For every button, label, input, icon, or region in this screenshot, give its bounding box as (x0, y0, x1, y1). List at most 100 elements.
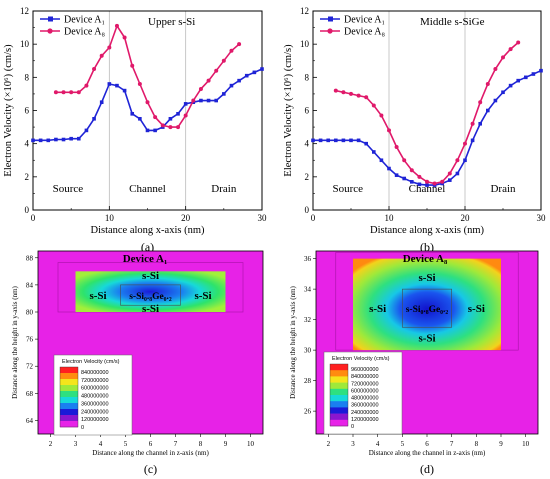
data-point (379, 158, 384, 163)
data-point (341, 90, 346, 95)
x-tick-label: 0 (311, 213, 316, 223)
data-point (432, 181, 437, 186)
x-tick-label: 20 (181, 213, 191, 223)
x-axis-label: Distance along x-axis (nm) (90, 225, 205, 236)
y-tick-label: 32 (304, 316, 312, 324)
y-tick-label: 8 (25, 72, 30, 82)
data-point (46, 138, 51, 143)
series-line-a8 (335, 41, 519, 185)
series-line-a8 (55, 24, 240, 128)
colorbar-value: 360000000 (81, 401, 109, 407)
data-point (508, 83, 513, 88)
data-point (318, 138, 323, 143)
data-point (478, 121, 482, 126)
y-tick-label: 64 (26, 417, 34, 425)
y-tick-label: 68 (26, 390, 34, 398)
colorbar-value: 960000000 (351, 367, 379, 373)
data-point (417, 182, 422, 187)
y-tick-label: 76 (26, 336, 34, 344)
colorbar-swatch (60, 415, 78, 422)
colorbar-title: Electron Velocity (cm/s) (332, 356, 390, 362)
data-point (394, 173, 399, 177)
x-tick-label: 8 (475, 440, 479, 448)
colorbar-swatch (60, 367, 78, 374)
data-point (402, 158, 407, 163)
y-tick-label: 4 (305, 139, 310, 149)
data-point (371, 103, 376, 108)
data-point (311, 138, 315, 143)
data-point (356, 93, 361, 98)
data-point (114, 23, 119, 28)
region-label-core: s-Si₀.₈Ge₀.₂ (406, 305, 449, 315)
data-point (326, 138, 330, 143)
velocity-field (353, 258, 501, 351)
y-tick-label: 28 (304, 377, 312, 385)
data-point (153, 115, 158, 120)
data-point (130, 112, 135, 116)
y-tick-label: 0 (305, 205, 310, 215)
x-tick-label: 4 (376, 440, 380, 448)
colorbar-swatch (330, 382, 348, 390)
y-tick-label: 30 (304, 347, 312, 355)
colorbar-value: 480000000 (81, 394, 109, 400)
data-point (92, 116, 96, 121)
x-axis-label: Distance along x-axis (nm) (370, 225, 485, 236)
region-label-channel: Channel (129, 183, 166, 195)
x-tick-label: 10 (522, 440, 530, 448)
data-point (229, 48, 234, 53)
data-point (356, 138, 361, 143)
data-point (334, 138, 338, 143)
panel-caption: (a) (141, 240, 154, 254)
data-point (229, 83, 234, 88)
region-label-left: s-Si (89, 290, 106, 302)
legend-label: Device A₁ (344, 15, 385, 26)
legend-label: Device A₁ (64, 15, 105, 26)
y-tick-label: 12 (20, 6, 29, 16)
data-point (176, 125, 181, 130)
data-point (69, 90, 74, 95)
data-point (379, 113, 384, 118)
x-tick-label: 9 (224, 440, 228, 448)
data-point (99, 53, 104, 58)
data-point (168, 116, 173, 121)
data-point (447, 171, 452, 176)
colorbar-value: 720000000 (351, 381, 379, 387)
legend-label: Device A₈ (344, 27, 385, 38)
data-point (425, 183, 429, 187)
region-label-right: s-Si (194, 290, 211, 302)
data-point (69, 136, 73, 141)
colorbar-value: 840000000 (351, 374, 379, 380)
colorbar-value: 120000000 (81, 417, 109, 423)
region-label-bottom: s-Si (142, 303, 159, 315)
x-tick-label: 7 (450, 440, 454, 448)
data-point (364, 141, 368, 146)
x-tick-label: 5 (401, 440, 405, 448)
colorbar-value: 0 (81, 425, 84, 431)
panel-caption: (b) (420, 240, 434, 254)
data-point (440, 179, 445, 184)
x-axis-label: Distance along the channel in z-axis (nm… (92, 449, 209, 457)
sige-core-outline (402, 288, 452, 328)
data-point (516, 78, 520, 83)
region-annotation: Middle s-SiGe (420, 16, 485, 28)
x-tick-label: 4 (99, 440, 103, 448)
data-point (214, 68, 219, 73)
y-axis-label: Distance along the height in y-axis (nm) (289, 285, 297, 398)
colorbar-swatch (330, 395, 348, 402)
data-point (198, 86, 203, 91)
data-point (349, 138, 353, 143)
x-tick-label: 20 (461, 213, 471, 223)
x-tick-label: 8 (199, 440, 203, 448)
data-point (153, 128, 157, 133)
plot-frame (32, 10, 263, 211)
colorbar-swatch (60, 379, 78, 386)
sige-core-outline (120, 284, 181, 306)
colorbar-frame (59, 366, 79, 428)
y-axis-label: Electron Velocity (×10⁶) (cm/s) (3, 44, 14, 177)
data-point (402, 176, 406, 181)
colorbar-value: 480000000 (351, 396, 379, 402)
colorbar-swatch (60, 391, 78, 398)
region-label-drain: Drain (490, 183, 516, 195)
data-point (478, 100, 483, 105)
x-tick-label: 10 (105, 213, 115, 223)
